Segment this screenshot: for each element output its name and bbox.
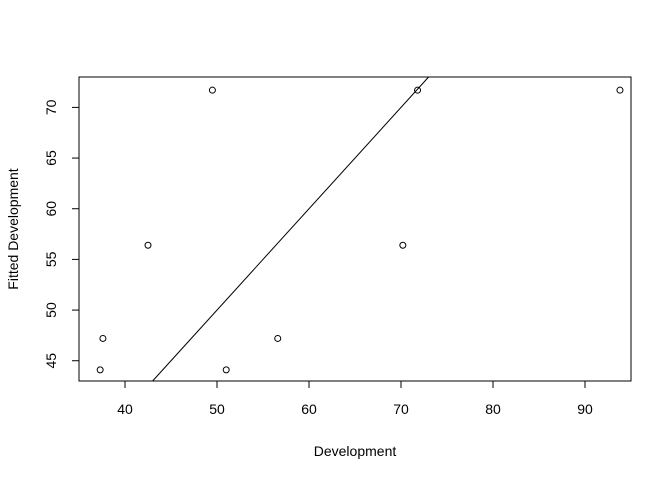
data-point [274,334,282,342]
x-tick-label: 60 [301,401,317,417]
y-tick-label: 45 [43,353,59,369]
x-tick-label: 40 [117,401,133,417]
y-tick-label: 50 [43,302,59,318]
data-point [616,86,624,94]
x-axis: 40 50 60 70 80 90 [117,380,593,417]
data-point [222,366,230,374]
y-axis: 45 50 55 60 65 70 [43,99,80,369]
x-tick-label: 70 [393,401,409,417]
reference-line [152,76,429,382]
data-point [144,241,152,249]
x-tick-label: 50 [209,401,225,417]
data-point [399,241,407,249]
y-tick-label: 60 [43,201,59,217]
plot-box [78,76,632,382]
y-axis-label: Fitted Development [5,168,21,290]
reference-line-group [152,76,429,382]
data-point [96,366,104,374]
data-point [99,334,107,342]
data-points [96,86,624,374]
x-tick-label: 90 [577,401,593,417]
y-tick-label: 55 [43,251,59,267]
x-axis-label: Development [314,443,397,459]
y-tick-label: 65 [43,150,59,166]
data-point [414,86,422,94]
x-tick-label: 80 [485,401,501,417]
y-tick-label: 70 [43,99,59,115]
data-point [208,86,216,94]
